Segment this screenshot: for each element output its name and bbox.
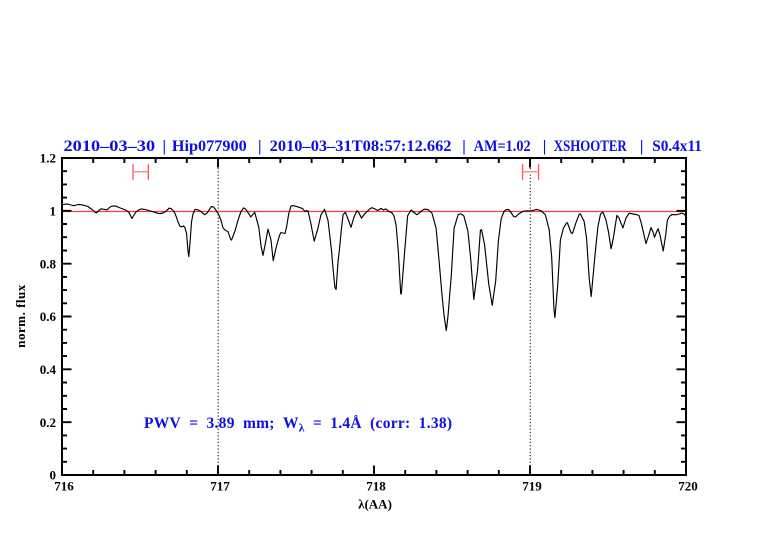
svg-text:717: 717 bbox=[210, 479, 230, 494]
svg-text:0.2: 0.2 bbox=[40, 415, 56, 430]
svg-text:|: | bbox=[640, 138, 644, 155]
svg-text:719: 719 bbox=[522, 479, 542, 494]
svg-text:|: | bbox=[163, 138, 167, 155]
svg-text:2010–03–31T08:57:12.662: 2010–03–31T08:57:12.662 bbox=[270, 138, 452, 155]
svg-text:716: 716 bbox=[54, 479, 74, 494]
svg-text:0: 0 bbox=[50, 468, 57, 483]
svg-text:1: 1 bbox=[50, 203, 57, 218]
svg-text:2010–03–30: 2010–03–30 bbox=[64, 138, 156, 155]
svg-text:720: 720 bbox=[678, 479, 698, 494]
svg-text:XSHOOTER: XSHOOTER bbox=[554, 138, 627, 155]
svg-text:0.8: 0.8 bbox=[40, 256, 57, 271]
svg-text:718: 718 bbox=[366, 479, 386, 494]
svg-text:|: | bbox=[258, 138, 262, 155]
svg-text:Hip077900: Hip077900 bbox=[172, 138, 247, 155]
svg-text:AM=1.02: AM=1.02 bbox=[474, 138, 531, 155]
svg-text:0.6: 0.6 bbox=[40, 309, 57, 324]
svg-text:PWV = 3.89 mm; Wλ = 1.4Å: PWV = 3.89 mm; Wλ = 1.4Å (corr: 1.38) bbox=[144, 415, 452, 435]
svg-text:S0.4x11: S0.4x11 bbox=[652, 138, 702, 155]
svg-text:|: | bbox=[462, 138, 466, 155]
svg-text:norm. flux: norm. flux bbox=[13, 284, 28, 348]
svg-text:0.4: 0.4 bbox=[40, 362, 57, 377]
svg-text:λ(AA): λ(AA) bbox=[358, 497, 392, 512]
svg-text:1.2: 1.2 bbox=[40, 151, 56, 166]
svg-text:|: | bbox=[543, 138, 547, 155]
